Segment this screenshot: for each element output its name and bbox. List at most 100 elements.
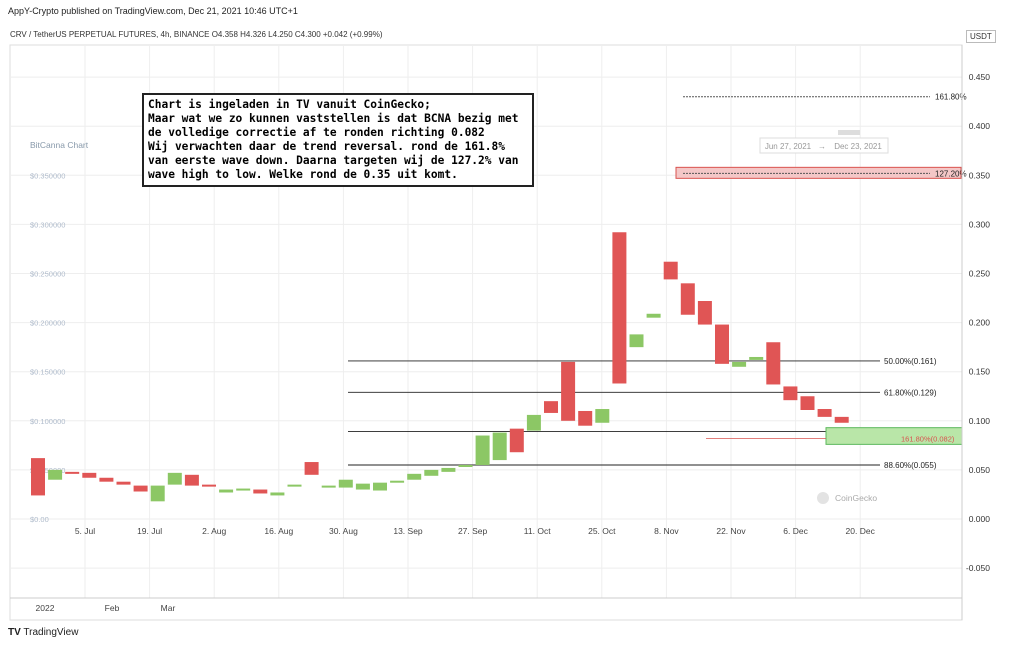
candle xyxy=(116,481,131,485)
overlay-watermark: CoinGecko xyxy=(835,493,877,503)
candle xyxy=(749,356,764,360)
candle xyxy=(680,283,695,315)
overlay-tick-label: $0.300000 xyxy=(30,220,65,229)
currency-button[interactable]: USDT xyxy=(966,30,996,43)
note-line: wave high to low. Welke rond de 0.35 uit… xyxy=(148,168,458,181)
range-handle xyxy=(838,130,860,135)
candle xyxy=(321,485,336,488)
candle xyxy=(184,474,199,486)
overlay-title: BitCanna Chart xyxy=(30,140,89,150)
candle xyxy=(167,472,182,485)
candle xyxy=(270,492,285,496)
y-tick-label: 0.050 xyxy=(969,465,991,475)
candle xyxy=(475,435,490,465)
candle xyxy=(458,464,473,467)
extension-label: 161.80% xyxy=(935,93,967,102)
x-tick-label: 22. Nov xyxy=(716,526,746,536)
note-line: Maar wat we zo kunnen vaststellen is dat… xyxy=(148,112,519,125)
date-range-end: Dec 23, 2021 xyxy=(834,142,882,151)
candle xyxy=(48,469,63,480)
x-tick-label: 13. Sep xyxy=(393,526,423,536)
note-line: Chart is ingeladen in TV vanuit CoinGeck… xyxy=(148,98,431,111)
bottom-axis-label: Feb xyxy=(105,603,120,613)
y-tick-label: -0.050 xyxy=(966,563,990,573)
candle xyxy=(150,485,165,502)
date-range-box xyxy=(759,137,889,154)
candle xyxy=(65,471,80,474)
x-tick-label: 16. Aug xyxy=(264,526,293,536)
candle xyxy=(424,469,439,476)
overlay-tick-label: $0.00 xyxy=(30,515,49,524)
candle xyxy=(663,261,678,280)
y-tick-label: 0.400 xyxy=(969,121,991,131)
candle xyxy=(783,386,798,401)
candle xyxy=(202,484,216,487)
candle xyxy=(236,488,251,491)
y-tick-label: 0.000 xyxy=(969,514,991,524)
x-tick-label: 5. Jul xyxy=(75,526,95,536)
x-tick-label: 27. Sep xyxy=(458,526,488,536)
tv-icon: TV xyxy=(8,627,21,638)
extension-label: 127.20% xyxy=(935,169,967,178)
fib-levels: 50.00%(0.161)61.80%(0.129)78.60%(0.089)8… xyxy=(348,93,967,470)
candle xyxy=(526,414,541,431)
y-tick-label: 0.150 xyxy=(969,367,991,377)
note-line: van eerste wave down. Daarna targeten wi… xyxy=(148,154,519,167)
candle xyxy=(355,483,370,490)
candle xyxy=(219,489,234,493)
candle xyxy=(732,361,747,367)
candle xyxy=(31,458,45,496)
note-line: de volledige correctie af te ronden rich… xyxy=(148,126,485,139)
fib-level-label: 50.00%(0.161) xyxy=(884,357,937,366)
note-line: Wij verwachten daar de trend reversal. r… xyxy=(148,140,505,153)
candle xyxy=(817,409,832,417)
candle xyxy=(766,342,781,385)
candle xyxy=(407,473,422,480)
candle xyxy=(561,361,576,421)
candle xyxy=(253,489,268,494)
y-tick-label: 0.450 xyxy=(969,72,991,82)
y-axis: 0.450 0.400 0.350 0.300 0.250 0.200 0.150 0.100… xyxy=(961,45,991,620)
y-tick-label: 0.350 xyxy=(969,170,991,180)
candle xyxy=(646,313,661,318)
y-tick-label: 0.250 xyxy=(969,269,991,279)
candle xyxy=(800,396,815,410)
candle xyxy=(578,410,593,426)
y-tick-label: 0.200 xyxy=(969,318,991,328)
y-tick-label: 0.100 xyxy=(969,416,991,426)
candle xyxy=(133,485,148,492)
candle xyxy=(304,462,319,475)
candle xyxy=(612,232,627,384)
candle xyxy=(390,480,405,483)
candle xyxy=(834,416,849,423)
overlay-tick-label: $0.200000 xyxy=(30,319,65,328)
overlay-tick-label: $0.100000 xyxy=(30,417,65,426)
candles xyxy=(31,232,849,502)
candle xyxy=(492,432,507,461)
candle xyxy=(99,477,114,482)
candle xyxy=(82,472,97,478)
candle xyxy=(629,334,644,348)
extension-label: 161.80%(0.082) xyxy=(901,434,955,443)
brand-label: TradingView xyxy=(23,627,79,638)
x-tick-label: 11. Oct xyxy=(524,526,551,536)
publish-header: AppY-Crypto published on TradingView.com… xyxy=(8,6,298,16)
tradingview-logo[interactable]: TV TradingView xyxy=(8,627,78,638)
candle xyxy=(697,300,712,325)
overlay-tick-label: $0.350000 xyxy=(30,171,65,180)
candle xyxy=(544,401,558,413)
candle xyxy=(595,409,610,423)
x-tick-label: 6. Dec xyxy=(783,526,808,536)
x-axis: 5. Jul 19. Jul 2. Aug 16. Aug 30. Aug 13. Sep… xyxy=(36,526,876,613)
annotation-note: Chart is ingeladen in TV vanuit CoinGeck… xyxy=(142,93,534,187)
symbol-legend: CRV / TetherUS PERPETUAL FUTURES, 4h, BI… xyxy=(10,30,383,39)
candle xyxy=(509,428,524,453)
coingecko-overlay: BitCanna Chart $0.350000 $0.300000 $0.25000… xyxy=(30,130,889,524)
candle xyxy=(373,482,387,491)
fib-level-label: 61.80%(0.129) xyxy=(884,388,937,397)
bottom-axis-label: Mar xyxy=(161,603,176,613)
fib-level-label: 88.60%(0.055) xyxy=(884,461,937,470)
x-tick-label: 20. Dec xyxy=(846,526,876,536)
candle xyxy=(338,479,353,488)
